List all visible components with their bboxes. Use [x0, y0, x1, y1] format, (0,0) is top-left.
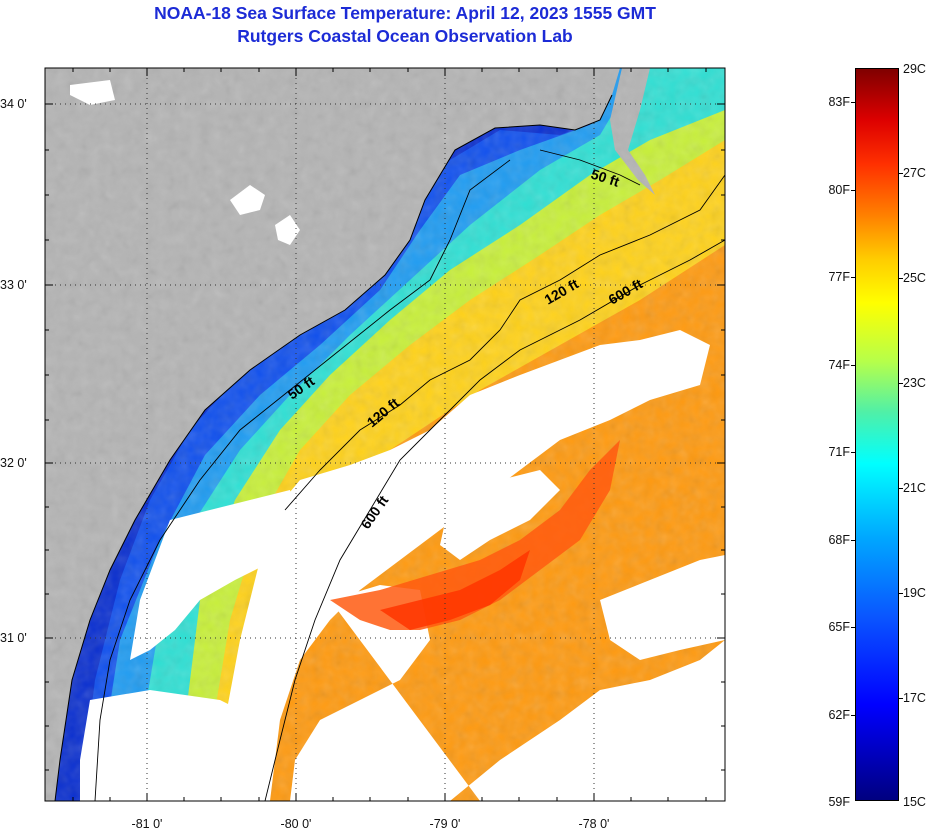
- coastline: [54, 94, 613, 801]
- colorbar-label-59f: 59F: [828, 795, 850, 809]
- colorbar-label-17c: 17C: [903, 691, 926, 705]
- lon-label-79: -79 0': [429, 817, 461, 831]
- lon-label-80: -80 0': [280, 817, 312, 831]
- cloud-cover: [70, 80, 725, 801]
- graticule: [45, 68, 725, 801]
- lat-label-31: 31 0': [0, 631, 27, 645]
- contour-120ft: [284, 174, 725, 511]
- temperature-colorbar: [855, 68, 899, 801]
- map-title: NOAA-18 Sea Surface Temperature: April 1…: [154, 3, 656, 23]
- map-subtitle: Rutgers Coastal Ocean Observation Lab: [237, 26, 573, 46]
- colorbar-label-65f: 65F: [828, 620, 850, 634]
- colorbar-label-21c: 21C: [903, 481, 926, 495]
- warm-core-red: [380, 550, 530, 630]
- colorbar-label-23c: 23C: [903, 376, 926, 390]
- lat-label-33: 33 0': [0, 278, 27, 292]
- frame-ticks: [45, 68, 725, 801]
- colorbar-label-77f: 77F: [828, 270, 850, 284]
- lon-label-78: -78 0': [578, 817, 610, 831]
- colorbar-label-15c: 15C: [903, 795, 926, 809]
- colorbar-label-62f: 62F: [828, 708, 850, 722]
- colorbar-label-80f: 80F: [828, 183, 850, 197]
- colorbar-label-83f: 83F: [828, 95, 850, 109]
- colorbar-label-27c: 27C: [903, 166, 926, 180]
- colorbar-label-19c: 19C: [903, 586, 926, 600]
- colorbar-label-71f: 71F: [828, 445, 850, 459]
- lat-label-34: 34 0': [0, 97, 27, 111]
- lat-label-32: 32 0': [0, 456, 27, 470]
- colorbar-label-74f: 74F: [828, 358, 850, 372]
- contour-50ft: [94, 149, 641, 801]
- colorbar-label-68f: 68F: [828, 533, 850, 547]
- lon-label-81: -81 0': [131, 817, 163, 831]
- map-frame: [44, 67, 726, 802]
- colorbar-label-29c: 29C: [903, 62, 926, 76]
- contour-600ft: [264, 239, 725, 801]
- colorbar-label-25c: 25C: [903, 271, 926, 285]
